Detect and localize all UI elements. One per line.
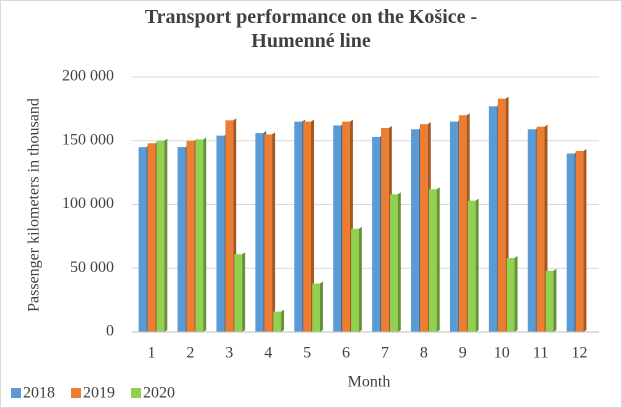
bar-face (216, 135, 225, 332)
bar-side (397, 192, 401, 332)
bar-side (164, 138, 168, 332)
bar (506, 256, 518, 332)
bar-face (333, 125, 341, 332)
x-tick-label: 11 (533, 345, 548, 362)
bar-face (303, 121, 312, 332)
bar (312, 281, 323, 332)
bar (351, 226, 362, 332)
bar-face (195, 139, 204, 332)
x-tick-label: 10 (494, 345, 510, 362)
bar-face (186, 140, 195, 332)
bar-face (147, 143, 156, 332)
bar-face (390, 194, 398, 332)
x-tick-label: 8 (420, 345, 428, 362)
bar-face (488, 106, 497, 332)
bar (156, 138, 168, 332)
bar-side (514, 256, 518, 332)
x-axis-label: Month (348, 374, 391, 391)
bar-face (449, 121, 458, 332)
bar-face (536, 126, 545, 332)
legend-label: 2019 (83, 385, 115, 402)
bar (467, 198, 479, 332)
x-tick-label: 3 (225, 345, 233, 362)
bar-side (475, 198, 479, 332)
bar (303, 119, 315, 332)
bar-face (351, 228, 359, 332)
bar-side (436, 187, 440, 332)
y-tick-label: 50 000 (70, 259, 114, 276)
y-axis-label: Passenger kilometers in thousand (26, 98, 43, 312)
bar-face (527, 129, 536, 332)
bar (195, 137, 207, 332)
y-tick-label: 150 000 (62, 131, 114, 148)
legend-swatch (71, 388, 81, 398)
bar-side (281, 309, 285, 332)
bar (273, 309, 285, 332)
bar-face (428, 189, 437, 332)
bar-face (177, 147, 186, 332)
bar-face (264, 134, 273, 332)
bar-side (553, 268, 557, 332)
x-tick-label: 12 (572, 345, 588, 362)
bar (545, 268, 557, 332)
bar-side (358, 226, 362, 332)
bar-face (575, 150, 584, 332)
bar-side (583, 148, 587, 332)
legend-swatch (131, 388, 141, 398)
legend-swatch (11, 388, 21, 398)
bar-face (156, 140, 165, 332)
bar-face (255, 133, 264, 332)
legend-label: 2018 (23, 385, 55, 402)
x-tick-label: 1 (147, 345, 155, 362)
y-tick-label: 0 (106, 323, 114, 340)
y-tick-label: 100 000 (62, 195, 114, 212)
bar-face (372, 136, 380, 332)
x-tick-label: 4 (264, 345, 272, 362)
x-tick-label: 6 (342, 345, 350, 362)
bar-face (545, 270, 554, 332)
bar-side (272, 132, 276, 332)
bar-face (467, 200, 476, 332)
bar-face (497, 98, 506, 332)
bar-face (458, 115, 467, 332)
bar-face (225, 120, 234, 332)
bar-face (419, 124, 428, 332)
bar-face (506, 258, 515, 332)
y-tick-label: 200 000 (62, 68, 114, 85)
bar-face (566, 153, 575, 332)
bar (428, 187, 440, 332)
bar-face (294, 121, 303, 332)
bar-side (311, 119, 315, 332)
chart-title: Transport performance on the Košice - Hu… (144, 6, 478, 52)
bar (390, 192, 401, 332)
bar-face (138, 147, 147, 332)
bar-face (234, 254, 243, 332)
bar-face (342, 121, 350, 332)
bar-face (273, 311, 282, 332)
bar-side (203, 137, 207, 332)
bar (575, 148, 587, 332)
x-tick-label: 7 (381, 345, 389, 362)
legend-label: 2020 (143, 385, 175, 402)
x-tick-label: 5 (303, 345, 311, 362)
bar-face (312, 283, 320, 332)
x-tick-label: 9 (459, 345, 467, 362)
bar-face (411, 129, 419, 332)
bar-face (381, 128, 389, 332)
bar (234, 252, 246, 332)
bar-side (242, 252, 246, 332)
x-tick-label: 2 (186, 345, 194, 362)
bar-side (319, 281, 323, 332)
bar (264, 132, 276, 332)
